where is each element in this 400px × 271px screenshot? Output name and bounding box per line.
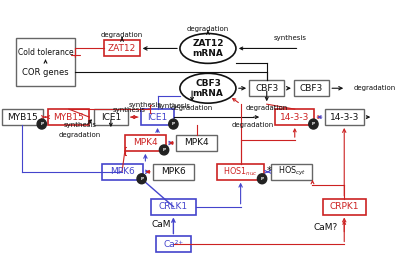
Text: HOS1$_{nuc}$: HOS1$_{nuc}$: [223, 166, 258, 178]
Text: synthesis: synthesis: [158, 103, 190, 109]
FancyBboxPatch shape: [153, 164, 194, 180]
Text: MPK6: MPK6: [110, 167, 134, 176]
Text: degradation: degradation: [232, 122, 274, 128]
Text: COR genes: COR genes: [22, 68, 69, 77]
Text: CaM?: CaM?: [314, 223, 338, 232]
Text: synthesis: synthesis: [274, 36, 306, 41]
FancyBboxPatch shape: [104, 40, 140, 56]
Circle shape: [309, 119, 318, 129]
Text: MPK4: MPK4: [184, 138, 209, 147]
FancyBboxPatch shape: [156, 237, 191, 252]
Text: MPK4: MPK4: [133, 138, 158, 147]
Text: P: P: [40, 122, 43, 126]
Text: P: P: [140, 177, 143, 181]
Circle shape: [159, 145, 169, 155]
FancyBboxPatch shape: [141, 109, 174, 125]
Text: synthesis: synthesis: [129, 102, 162, 108]
Circle shape: [37, 119, 46, 129]
FancyBboxPatch shape: [125, 135, 166, 151]
Text: degradation: degradation: [101, 31, 143, 37]
Text: P: P: [260, 177, 264, 181]
FancyBboxPatch shape: [94, 109, 128, 125]
Text: Ca²⁺: Ca²⁺: [163, 240, 184, 249]
Text: P: P: [172, 122, 175, 126]
Text: degradation: degradation: [171, 105, 213, 111]
Text: CRPK1: CRPK1: [330, 202, 359, 211]
Text: Cold tolerance: Cold tolerance: [18, 48, 73, 57]
Text: degradation: degradation: [354, 85, 396, 91]
Text: degradation: degradation: [187, 25, 229, 31]
Text: 14-3-3: 14-3-3: [330, 112, 359, 122]
Text: synthesis: synthesis: [64, 122, 96, 128]
FancyBboxPatch shape: [16, 38, 75, 86]
Text: CBF3: CBF3: [300, 84, 323, 93]
FancyBboxPatch shape: [294, 80, 329, 96]
FancyBboxPatch shape: [151, 199, 196, 215]
Text: ICE1: ICE1: [148, 112, 168, 122]
Text: *: *: [267, 166, 272, 176]
Text: CRLK1: CRLK1: [159, 202, 188, 211]
FancyBboxPatch shape: [275, 109, 314, 125]
Text: HOS$_{cyt}$: HOS$_{cyt}$: [278, 165, 306, 178]
Circle shape: [258, 174, 267, 184]
Text: synthesis: synthesis: [113, 107, 146, 113]
Text: CaM: CaM: [152, 220, 172, 229]
FancyBboxPatch shape: [176, 135, 217, 151]
Text: CBF3
mRNA: CBF3 mRNA: [192, 79, 223, 98]
FancyBboxPatch shape: [249, 80, 284, 96]
Circle shape: [169, 119, 178, 129]
FancyBboxPatch shape: [272, 164, 312, 180]
Text: MYB15: MYB15: [54, 112, 84, 122]
Text: degradation: degradation: [246, 105, 288, 111]
Ellipse shape: [180, 34, 236, 63]
Circle shape: [137, 174, 146, 184]
Text: MYB15: MYB15: [7, 112, 38, 122]
FancyBboxPatch shape: [217, 164, 264, 180]
FancyBboxPatch shape: [2, 109, 43, 125]
Ellipse shape: [180, 73, 236, 103]
Text: ZAT12: ZAT12: [108, 44, 136, 53]
Text: MPK6: MPK6: [161, 167, 186, 176]
FancyBboxPatch shape: [323, 199, 366, 215]
Text: degradation: degradation: [59, 132, 101, 138]
Text: ICE1: ICE1: [101, 112, 121, 122]
Text: P: P: [162, 148, 166, 152]
FancyBboxPatch shape: [325, 109, 364, 125]
Text: 14-3-3: 14-3-3: [280, 112, 310, 122]
FancyBboxPatch shape: [102, 164, 142, 180]
Text: P: P: [312, 122, 315, 126]
Text: ZAT12
mRNA: ZAT12 mRNA: [192, 39, 224, 58]
FancyBboxPatch shape: [48, 109, 89, 125]
Text: CBF3: CBF3: [255, 84, 278, 93]
